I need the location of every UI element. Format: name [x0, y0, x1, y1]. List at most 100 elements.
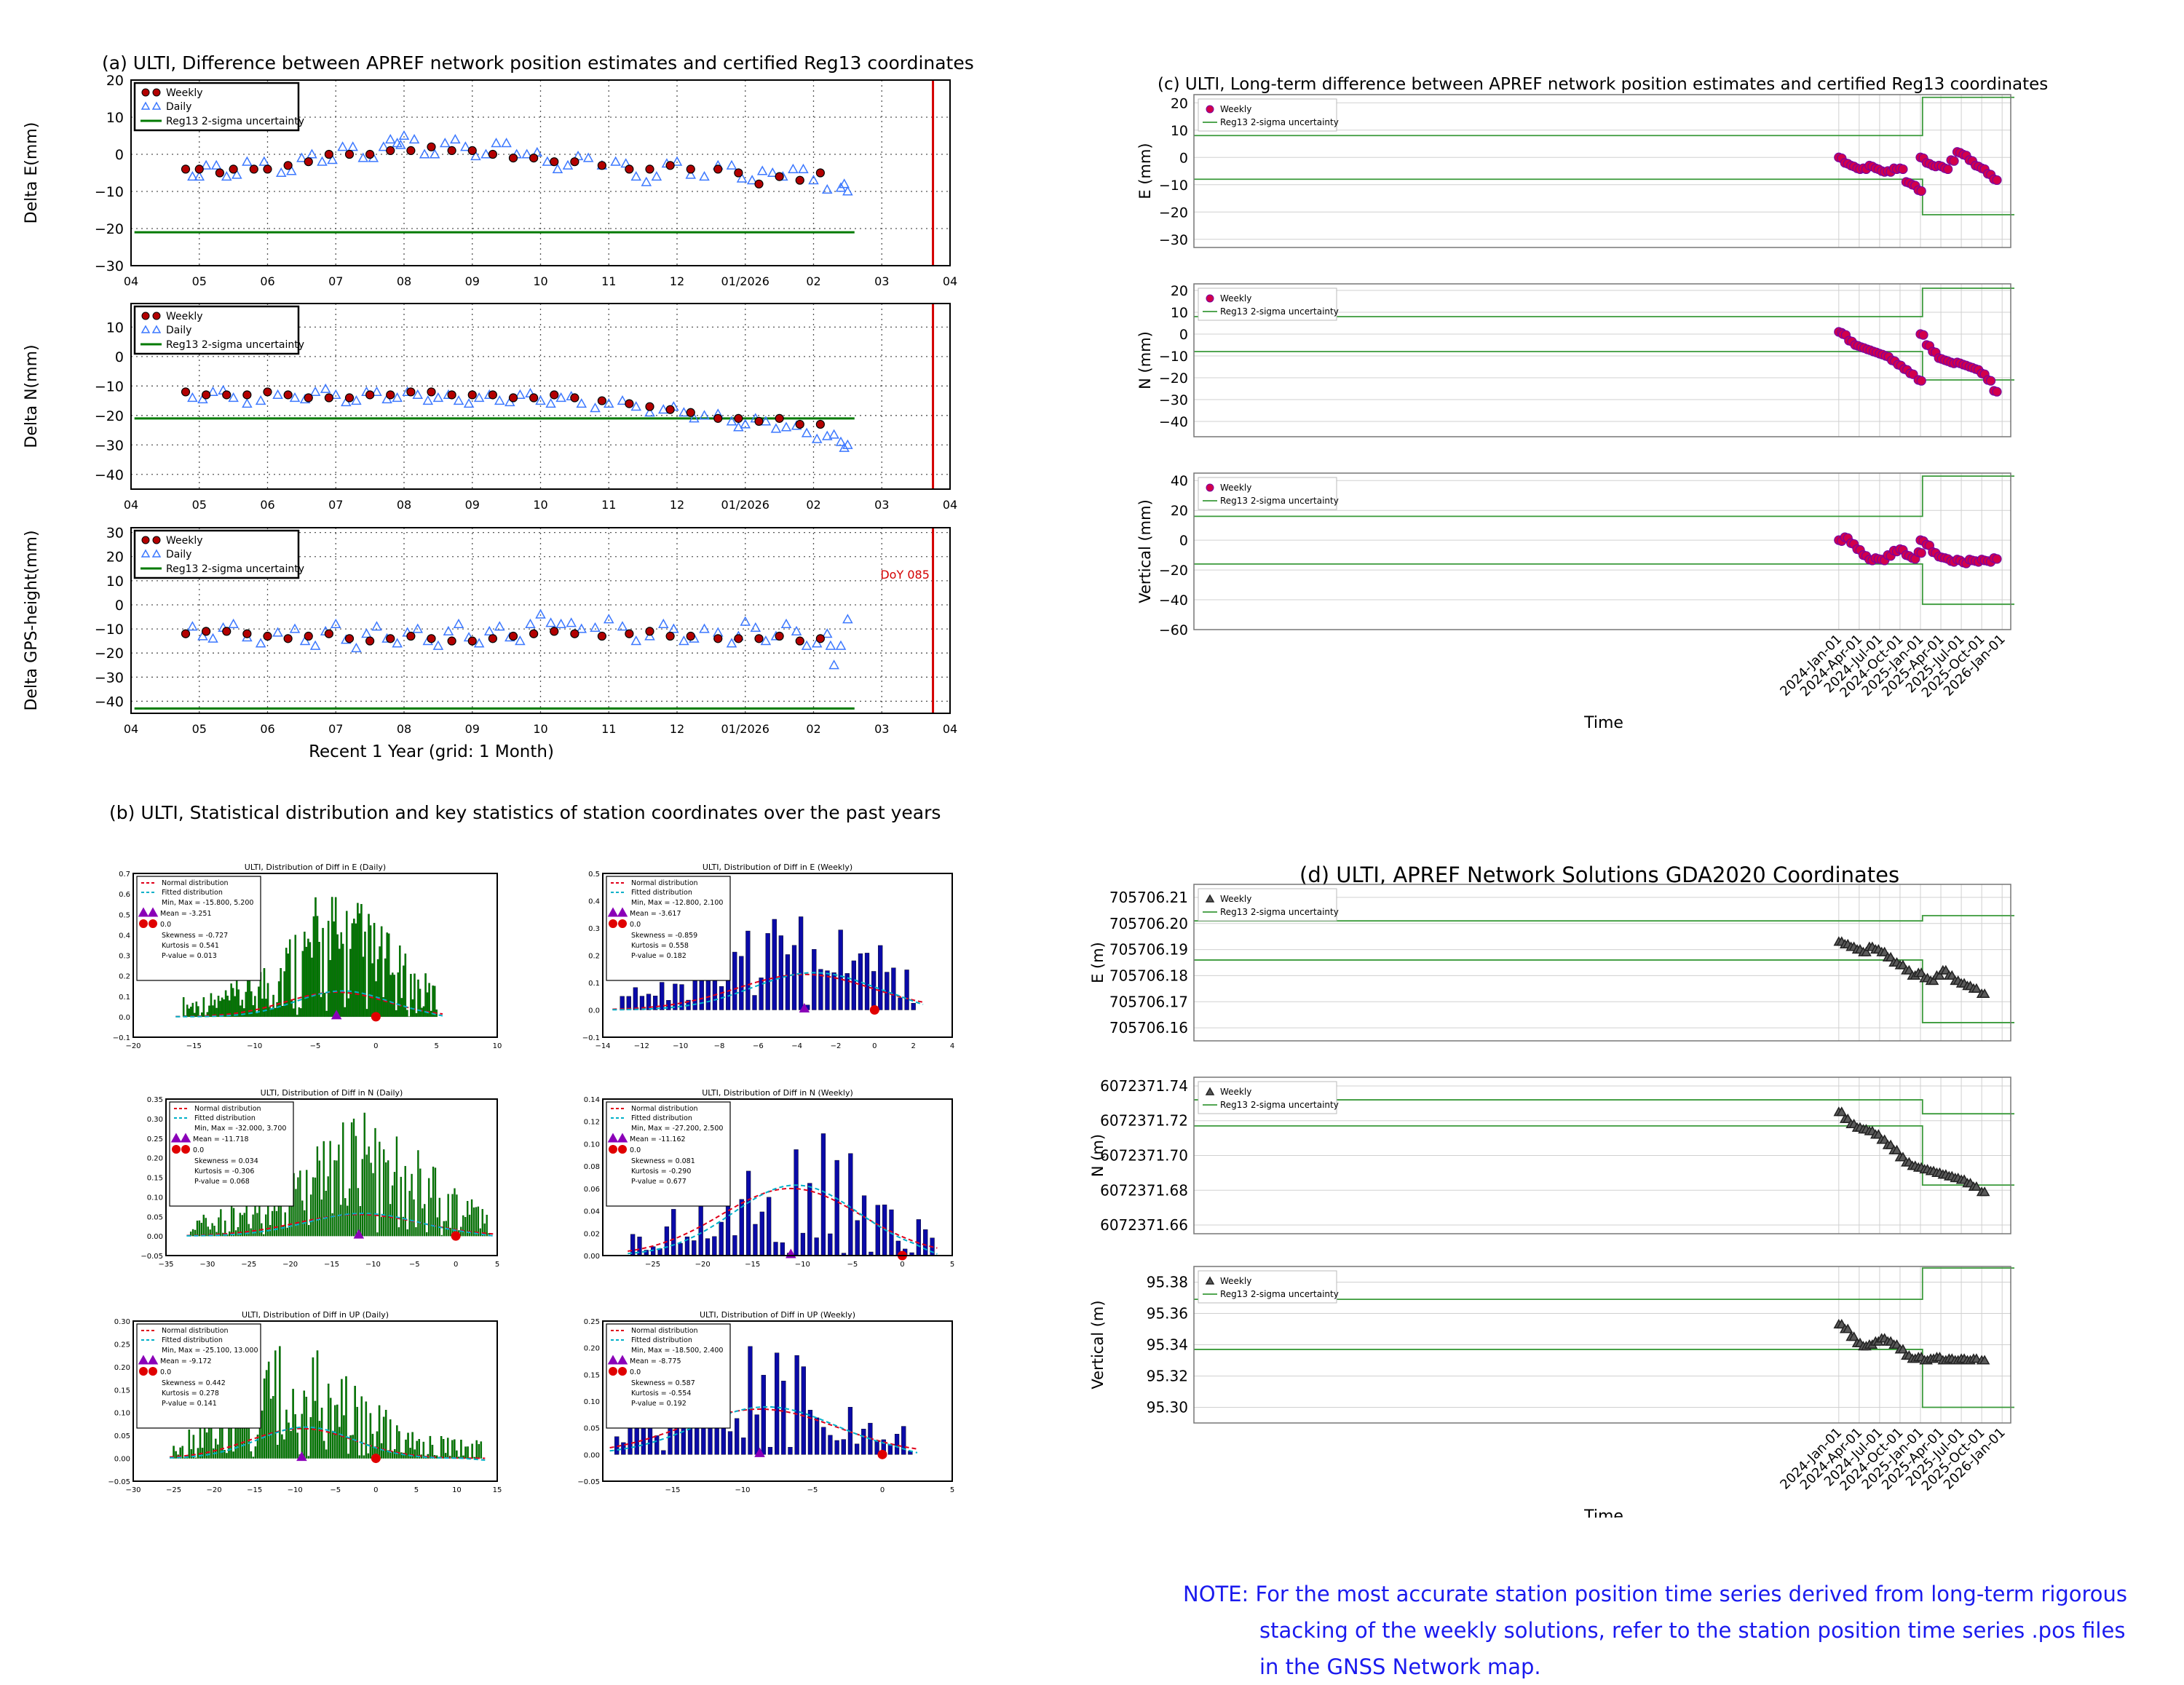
legend-weekly-label: Weekly — [166, 311, 203, 322]
x-tick-label: −5 — [847, 1261, 858, 1269]
uncertainty-band-line — [1194, 960, 2014, 1023]
x-tick-label: 04 — [943, 498, 957, 512]
histogram-bar — [392, 1186, 393, 1236]
histogram-bar — [299, 1170, 301, 1236]
histogram-bar — [320, 997, 322, 1017]
daily-point — [782, 423, 791, 431]
weekly-point — [448, 637, 456, 645]
y-tick-label: 10 — [1171, 305, 1188, 321]
y-tick-label: 10 — [1171, 123, 1188, 139]
weekly-point — [366, 151, 374, 159]
histogram-bar — [471, 1200, 472, 1236]
histogram-bar — [376, 1232, 378, 1236]
histogram-bar — [362, 1159, 363, 1237]
daily-point — [591, 404, 600, 412]
legend-stat-label: Min, Max = -12.800, 2.100 — [631, 899, 723, 907]
y-tick-label: 95.32 — [1147, 1368, 1188, 1385]
legend-stat-label: Kurtosis = 0.558 — [631, 942, 689, 950]
weekly-point — [427, 635, 435, 643]
histogram-bar — [911, 1003, 916, 1010]
histogram-bar — [379, 1406, 380, 1459]
weekly-point — [407, 388, 415, 396]
legend-stat-label: P-value = 0.141 — [162, 1400, 217, 1408]
weekly-point — [646, 627, 654, 635]
weekly-point — [1993, 387, 2001, 396]
daily-point — [547, 619, 555, 627]
y-tick-label: 0 — [115, 598, 124, 614]
histogram-bar — [217, 1445, 218, 1459]
y-tick-label: 0.20 — [114, 1364, 130, 1372]
daily-point — [652, 173, 661, 181]
y-axis-label: Delta N(mm) — [23, 344, 41, 448]
histogram-bar — [443, 1439, 444, 1458]
y-tick-label: 0.10 — [584, 1398, 600, 1406]
histogram-bar — [392, 1451, 393, 1458]
histogram-bar — [812, 949, 816, 1010]
x-tick-label: 11 — [601, 274, 616, 288]
weekly-point — [714, 414, 722, 422]
weekly-point — [304, 633, 312, 641]
x-tick-label: 10 — [533, 274, 547, 288]
histogram-bar — [473, 1208, 475, 1236]
daily-point — [331, 619, 340, 627]
daily-point — [577, 625, 586, 633]
histogram-bar — [478, 1207, 479, 1236]
histogram-bar — [308, 1225, 309, 1236]
histogram-bar — [317, 1351, 318, 1459]
histogram-bar — [296, 1189, 297, 1236]
histogram-bar — [383, 1149, 384, 1236]
histogram-bar — [307, 939, 309, 1017]
legend-stat-label: Min, Max = -27.200, 2.500 — [631, 1125, 723, 1133]
daily-point — [212, 161, 221, 169]
histogram-bar — [334, 1160, 336, 1236]
weekly-point — [346, 394, 354, 402]
legend-uncertainty-label: Reg13 2-sigma uncertainty — [166, 116, 304, 127]
y-tick-label: 0.20 — [147, 1155, 163, 1163]
fitted-distribution-curve — [186, 1213, 493, 1236]
daily-point — [440, 139, 449, 147]
y-tick-label: −40 — [1159, 414, 1188, 430]
histogram-bar — [474, 1457, 475, 1459]
legend-curve-label: Normal distribution — [631, 1105, 698, 1113]
histogram-bar — [195, 1458, 197, 1459]
x-tick-label: 12 — [670, 722, 684, 736]
daily-point — [802, 429, 811, 437]
legend-stat-label: Skewness = 0.081 — [631, 1157, 695, 1165]
legend-stat-label: Mean = -11.718 — [193, 1135, 249, 1143]
histogram-bar — [264, 1379, 265, 1458]
x-tick-label: −6 — [753, 1042, 764, 1050]
weekly-point — [325, 394, 333, 402]
x-tick-label: −15 — [745, 1261, 760, 1269]
histogram-bar — [201, 1223, 202, 1236]
y-tick-label: −30 — [95, 437, 124, 453]
histogram-bar — [403, 966, 404, 1017]
histogram-bar — [447, 1438, 448, 1459]
y-tick-label: 0.08 — [584, 1163, 600, 1171]
histogram-title: ULTI, Distribution of Diff in UP (Weekly… — [700, 1310, 855, 1320]
histogram-bar — [335, 897, 336, 1017]
y-tick-label: 0 — [115, 147, 124, 163]
legend-zero-marker — [139, 919, 148, 928]
x-tick-label: 01/2026 — [721, 498, 769, 512]
histogram-bar — [289, 940, 290, 1017]
histogram-bar — [366, 1009, 368, 1016]
daily-point — [799, 164, 807, 173]
histogram-bar — [300, 1008, 301, 1016]
histogram-bar — [370, 926, 371, 1017]
y-tick-label: −0.1 — [582, 1034, 600, 1042]
daily-point — [318, 157, 327, 165]
histogram-bar — [274, 1008, 276, 1017]
panel-d-chart: 705706.16705706.17705706.18705706.197057… — [1048, 877, 2038, 1518]
y-tick-label: −20 — [1159, 370, 1188, 386]
daily-point — [792, 627, 801, 635]
histogram-bar — [301, 1414, 303, 1459]
zero-marker — [451, 1232, 461, 1241]
daily-point — [823, 630, 831, 638]
histogram-bar — [347, 1454, 349, 1458]
histogram-bar — [328, 921, 329, 1017]
histogram-bar — [183, 997, 184, 1017]
y-tick-label: 0.05 — [114, 1432, 130, 1440]
